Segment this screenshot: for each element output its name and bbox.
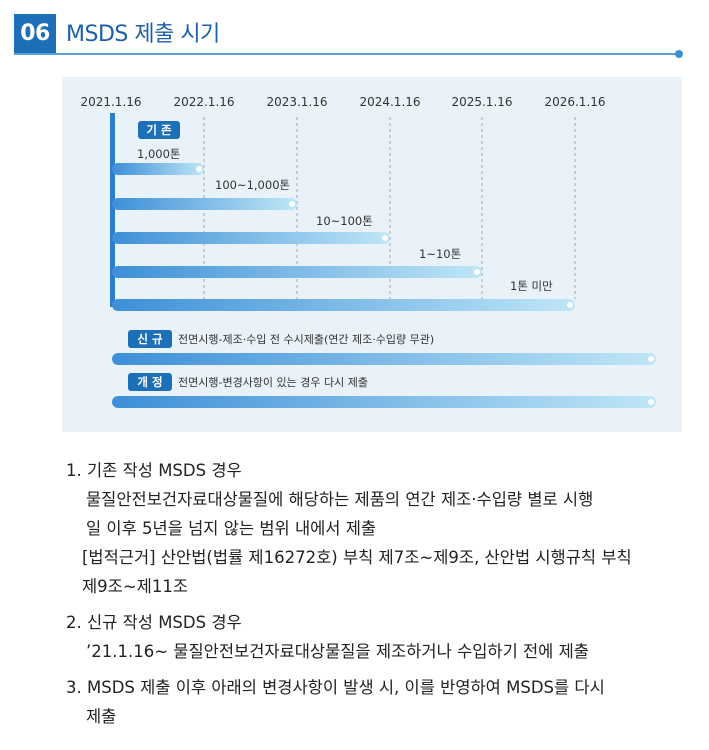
item-1-title: 1. 기존 작성 MSDS 경우 [66,461,242,480]
item-1-body: 일 이후 5년을 넘지 않는 범위 내에서 제출 [86,519,377,538]
new-badge-label: 신 규 [137,332,163,346]
tier-label: 1,000톤 [137,147,181,161]
section-header: 06 MSDS 제출 시기 [14,14,684,58]
tier-label: 1~10톤 [419,247,461,261]
divider-dot [675,50,683,58]
tier-bar [112,266,482,278]
bar-end-dot [474,269,480,275]
item-1-legal-basis: [법적근거] 산안법(법률 제16272호) 부칙 제7조~제9조, 산안법 시… [82,548,632,567]
date-label: 2026.1.16 [544,95,605,109]
item-1-legal-basis: 제9조~제11조 [82,577,189,596]
item-3-title: 3. MSDS 제출 이후 아래의 변경사항이 발생 시, 이를 반영하여 MS… [66,678,605,697]
timeline-panel: 2021.1.16 2022.1.16 2023.1.16 2024.1.16 … [62,77,682,432]
new-description: 전면시행-제조·수입 전 수시제출(연간 제조·수입량 무관) [178,333,434,346]
revision-description: 전면시행-변경사항이 있는 경우 다시 제출 [178,376,368,389]
submission-rules-list: 1. 기존 작성 MSDS 경우 물질안전보건자료대상물질에 해당하는 제품의 … [66,456,686,731]
new-badge [128,330,172,348]
tier-bar [112,163,204,175]
date-label: 2023.1.16 [266,95,327,109]
date-label: 2024.1.16 [359,95,420,109]
date-label: 2025.1.16 [451,95,512,109]
tier-bar [112,232,390,244]
revision-badge [128,373,172,391]
section-title: MSDS 제출 시기 [66,22,220,47]
item-2-body: ’21.1.16~ 물질안전보건자료대상물질을 제조하거나 수입하기 전에 제출 [86,642,589,661]
date-label: 2021.1.16 [80,95,141,109]
bar-end-dot [648,356,654,362]
section-divider [14,53,678,55]
bar-end-dot [289,201,295,207]
tier-bar [112,299,575,311]
timeline-diagram: 2021.1.16 2022.1.16 2023.1.16 2024.1.16 … [80,95,656,408]
timeline-spine [110,113,115,307]
bar-end-dot [196,166,202,172]
item-3-body: 제출 [86,707,117,726]
tier-bars [112,163,575,311]
revision-badge-label: 개 정 [137,375,162,389]
item-1-body: 물질안전보건자료대상물질에 해당하는 제품의 연간 제조·수입량 별로 시행 [86,490,594,509]
tier-label: 1톤 미만 [510,279,553,293]
tier-label: 10~100톤 [316,214,373,228]
existing-badge-label: 기 존 [146,123,172,137]
date-label: 2022.1.16 [173,95,234,109]
tier-label: 100~1,000톤 [215,178,290,192]
tier-bar [112,198,297,210]
bar-end-dot [567,302,573,308]
section-number: 06 [14,14,56,54]
item-2-title: 2. 신규 작성 MSDS 경우 [66,613,242,632]
bar-end-dot [648,399,654,405]
revision-bar [112,396,656,408]
existing-badge [138,121,180,139]
bar-end-dot [382,235,388,241]
new-bar [112,353,656,365]
